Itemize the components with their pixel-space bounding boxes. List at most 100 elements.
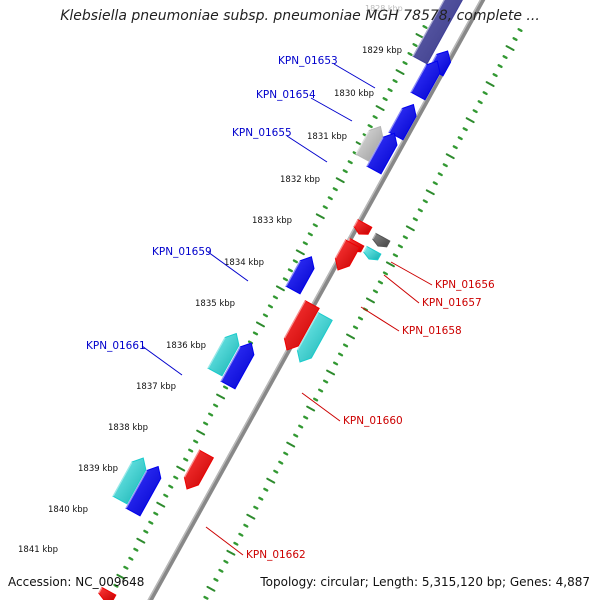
tick-mark (415, 33, 425, 39)
tick-mark (143, 529, 149, 534)
tick-mark (392, 253, 398, 258)
tick-mark (243, 523, 249, 528)
tick-mark (322, 205, 328, 210)
tick-mark (452, 145, 458, 150)
tick-mark (278, 460, 284, 465)
topology-text: Topology: circular; Length: 5,315,120 bp… (260, 575, 590, 589)
tick-mark (387, 88, 393, 93)
tick-mark (136, 537, 146, 544)
tick-mark (208, 412, 214, 417)
tick-mark (377, 280, 384, 285)
ruler-label: 1832 kbp (280, 175, 320, 185)
leader-kpn01661 (141, 345, 183, 376)
gene-kpn01657b[interactable] (363, 245, 382, 261)
tick-mark (397, 244, 403, 249)
tick-mark (472, 109, 478, 114)
tick-mark (517, 28, 523, 32)
tick-mark (163, 493, 169, 498)
tick-mark (113, 583, 119, 588)
tick-mark (337, 352, 344, 357)
tick-mark (497, 64, 503, 69)
gene-kpn01661b[interactable] (220, 342, 255, 390)
tick-mark (168, 484, 174, 489)
gene-label-kpn01656[interactable]: KPN_01656 (435, 279, 495, 291)
gene-label-kpn01659[interactable]: KPN_01659 (152, 246, 212, 258)
ruler-label: 1831 kbp (307, 132, 347, 142)
leader-kpn01657 (383, 274, 420, 304)
tick-mark (382, 97, 388, 102)
gene-label-kpn01654[interactable]: KPN_01654 (256, 89, 316, 101)
leader-kpn01660 (301, 392, 341, 422)
tick-mark (352, 325, 359, 330)
tick-mark (327, 196, 333, 201)
tick-mark (233, 541, 239, 546)
gene-kpn01656[interactable] (353, 218, 373, 235)
tick-mark (283, 451, 289, 456)
tick-mark (315, 213, 325, 220)
tick-mark (123, 565, 129, 570)
tick-mark (385, 261, 395, 268)
tick-mark (365, 297, 375, 304)
gene-kpn01660b[interactable] (296, 311, 333, 363)
tick-mark (216, 393, 226, 400)
gene-kpn01654[interactable] (410, 60, 441, 101)
tick-mark (346, 333, 356, 340)
tick-mark (342, 343, 349, 348)
tick-mark (372, 115, 378, 120)
tick-mark (395, 69, 405, 75)
gene-label-kpn01657[interactable]: KPN_01657 (422, 297, 482, 309)
gene-kpn01661a[interactable] (207, 332, 240, 377)
tick-mark (367, 124, 373, 129)
tick-mark (258, 496, 264, 501)
gene-kpn01659[interactable] (285, 256, 315, 295)
tick-mark (196, 429, 206, 436)
gene-label-kpn01662[interactable]: KPN_01662 (246, 549, 306, 561)
gene-kpn01663b[interactable] (125, 465, 162, 517)
gene-kpn01658[interactable] (334, 239, 361, 271)
gene-kpn01655b[interactable] (355, 125, 384, 163)
gene-label-kpn01653[interactable]: KPN_01653 (278, 55, 338, 67)
leader-kpn01656 (390, 261, 433, 286)
ruler-label: 1837 kbp (136, 382, 176, 392)
gene-label-kpn01660[interactable]: KPN_01660 (343, 415, 403, 427)
ruler-label: 1840 kbp (48, 505, 88, 515)
gene-kpn01660a[interactable] (283, 299, 320, 351)
tick-mark (173, 475, 179, 480)
tick-mark (287, 268, 293, 273)
gene-bottom-red[interactable] (98, 586, 117, 600)
ruler-label-1828: 1828 kbp (365, 4, 403, 13)
gene-kpn01663a[interactable] (112, 457, 147, 505)
tick-mark (298, 424, 304, 429)
forward-gene-labels: KPN_01653 KPN_01654 KPN_01655 KPN_01659 … (86, 55, 338, 352)
backbone-line (147, 0, 486, 600)
ruler-label: 1839 kbp (78, 464, 118, 474)
tick-mark (303, 415, 309, 420)
gene-kpn01655[interactable] (388, 103, 417, 141)
tick-mark (407, 52, 413, 56)
tick-mark (273, 469, 279, 474)
tick-mark (323, 379, 329, 384)
gene-label-kpn01658[interactable]: KPN_01658 (402, 325, 462, 337)
tick-mark (156, 501, 166, 508)
ruler-label: 1836 kbp (166, 341, 206, 351)
gene-kpn01657[interactable] (372, 232, 391, 248)
kbp-ruler: 1828 kbp 1829 kbp 1830 kbp 1831 kbp 1832 kb… (18, 4, 403, 555)
accession-text: Accession: NC_009648 (8, 575, 145, 589)
tick-mark (218, 568, 224, 573)
gene-kpn01655c[interactable] (366, 132, 398, 175)
tick-mark (213, 403, 219, 408)
tick-mark (226, 549, 236, 556)
tick-mark (405, 225, 415, 232)
gene-kpn01653[interactable] (412, 0, 473, 65)
tick-mark (252, 331, 259, 336)
tick-mark (267, 304, 274, 309)
leader-kpn01658 (360, 306, 400, 332)
tick-mark (392, 79, 398, 84)
gene-kpn01662[interactable] (183, 449, 215, 490)
gene-label-kpn01661[interactable]: KPN_01661 (86, 340, 146, 352)
gene-label-kpn01655[interactable]: KPN_01655 (232, 127, 292, 139)
tick-mark (342, 169, 348, 174)
leader-kpn01654 (310, 97, 353, 122)
tick-mark (238, 532, 244, 537)
